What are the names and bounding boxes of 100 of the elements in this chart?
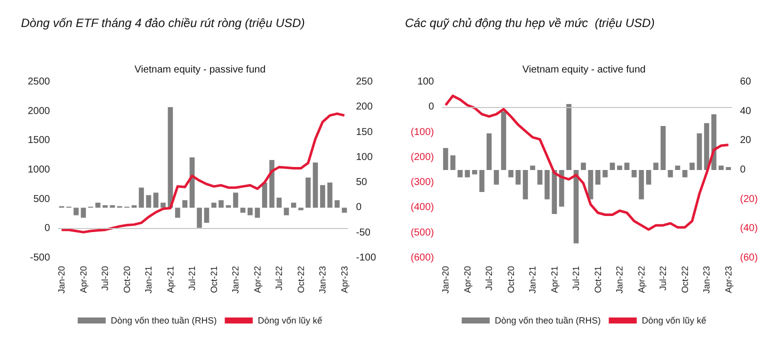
bar — [269, 160, 274, 208]
x-tick-label: Jan-22 — [230, 266, 241, 294]
x-tick-label: Jul-20 — [100, 266, 110, 291]
bar — [602, 170, 608, 178]
bar — [233, 192, 238, 208]
x-tick-label: Apr-21 — [549, 266, 560, 294]
bar — [102, 205, 108, 208]
y-tick-label: 0 — [428, 102, 434, 113]
y2-tick-label: -100 — [356, 252, 376, 264]
bar — [132, 205, 137, 208]
x-tick-label: Jan-21 — [144, 266, 154, 294]
bar — [646, 170, 652, 185]
bar — [479, 170, 484, 192]
x-tick-label: Jul-22 — [274, 266, 284, 291]
bar — [718, 166, 724, 170]
bar — [668, 170, 673, 178]
bar — [494, 170, 499, 185]
bar — [110, 205, 115, 208]
bar — [254, 208, 260, 218]
bar — [312, 162, 318, 208]
y2-tick-label: 150 — [356, 126, 374, 138]
x-tick-label: Apr-23 — [723, 266, 734, 294]
x-tick-label: Jan-20 — [440, 266, 451, 294]
y2-tick-label: 200 — [356, 102, 374, 113]
bar — [675, 166, 680, 170]
x-tick-label: Jan-22 — [614, 266, 625, 294]
bar — [704, 123, 710, 170]
x-tick-label: Apr-20 — [78, 266, 88, 294]
bar — [320, 185, 326, 208]
bar — [574, 170, 579, 244]
bar — [472, 170, 478, 174]
bar — [211, 202, 216, 208]
bar — [342, 208, 347, 213]
bar — [443, 148, 448, 170]
bar — [617, 166, 622, 170]
y2-tick-label: 250 — [356, 76, 374, 88]
y2-tick-label: 100 — [356, 152, 374, 163]
bar — [537, 170, 542, 185]
bar — [262, 182, 268, 208]
bar — [204, 208, 210, 223]
y-tick-label: 1000 — [28, 164, 50, 176]
line-series — [60, 112, 346, 234]
bar — [284, 208, 289, 216]
legend-label: Dòng vốn lũy kế — [642, 316, 706, 326]
bar — [501, 111, 506, 170]
x-tick-label: Jul-21 — [187, 266, 198, 291]
bar — [588, 170, 594, 200]
bar — [196, 208, 202, 228]
chart-subtitle: Vietnam equity - active fund — [522, 64, 646, 76]
bar — [516, 170, 521, 185]
bar — [327, 182, 332, 208]
legend-label: Dòng vốn theo tuần (RHS) — [110, 316, 217, 326]
bar — [306, 178, 311, 208]
bar — [638, 170, 644, 200]
bar — [559, 170, 564, 207]
y-tick-label: 2000 — [28, 106, 50, 117]
bar — [175, 208, 180, 218]
bar — [682, 170, 688, 178]
bar — [530, 166, 536, 170]
legend-label: Dòng vốn lũy kế — [258, 316, 322, 326]
chart-title: Dòng vốn ETF tháng 4 đảo chiều rút ròng (triệu USD) — [21, 16, 305, 30]
chart-title: Các quỹ chủ động thu hẹp về mức (triệu USD) — [405, 16, 655, 30]
y2-tick-label: 60 — [740, 76, 752, 88]
y2-tick-label: 50 — [356, 177, 368, 188]
x-tick-label: Apr-21 — [165, 266, 176, 294]
x-tick-label: Jan-23 — [702, 266, 712, 294]
bar — [522, 170, 528, 200]
bar — [624, 162, 630, 170]
x-tick-label: Apr-20 — [462, 266, 472, 294]
bar — [95, 202, 100, 208]
bar — [146, 195, 152, 208]
y-tick-label: (500) — [410, 227, 434, 238]
bar — [240, 208, 246, 213]
bar — [486, 133, 492, 170]
y2-tick-label: 0 — [740, 164, 746, 176]
x-tick-label: Oct-20 — [122, 266, 132, 294]
x-tick-label: Oct-21 — [592, 266, 603, 294]
bar — [690, 162, 695, 170]
y2-tick-label: (40) — [740, 223, 758, 234]
bar — [291, 202, 296, 208]
bar — [298, 208, 304, 210]
y2-tick-label: 0 — [356, 202, 362, 214]
y-tick-label: 0 — [44, 223, 50, 234]
x-tick-label: Jan-20 — [56, 266, 67, 294]
bar — [190, 157, 195, 208]
x-tick-label: Oct-22 — [680, 266, 690, 294]
y-tick-label: (200) — [410, 152, 434, 163]
x-tick-label: Apr-22 — [252, 266, 262, 294]
x-tick-label: Jan-23 — [318, 266, 328, 294]
bar — [334, 200, 340, 208]
bar — [610, 162, 615, 170]
y-tick-label: (100) — [410, 126, 434, 138]
line-series — [444, 94, 730, 231]
x-tick-label: Apr-23 — [339, 266, 350, 294]
bar — [595, 170, 600, 185]
bar — [226, 205, 231, 208]
y2-tick-label: 40 — [740, 106, 752, 117]
y-tick-label: (400) — [410, 202, 434, 214]
bar — [138, 188, 144, 208]
bar — [552, 170, 557, 214]
